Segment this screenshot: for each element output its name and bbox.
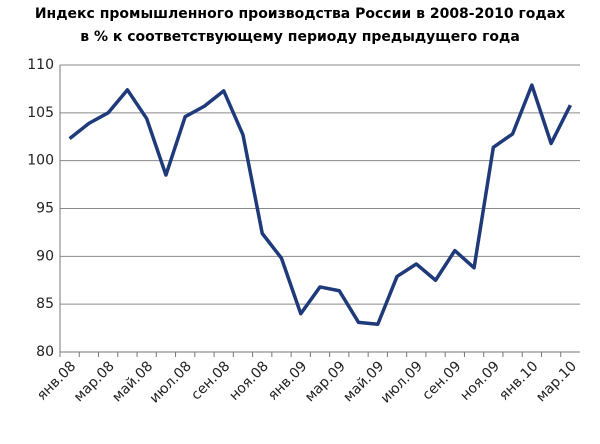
y-tick-label: 100 [27,153,54,169]
x-tick-label: мар.09 [302,358,349,405]
y-tick-label: 85 [36,296,54,312]
chart-subtitle: в % к соответствующему периоду предыдуще… [80,29,520,45]
x-tick-label: сен.08 [188,358,233,403]
x-tick-label: мар.08 [71,358,118,405]
y-tick-label: 105 [27,105,54,121]
x-tick-label: ноя.08 [226,358,272,404]
x-tick-label: мар.10 [533,358,580,405]
y-tick-label: 90 [36,248,54,264]
x-tick-label: ноя.09 [457,358,503,404]
y-tick-label: 80 [36,344,54,360]
data-line [68,83,572,327]
chart-title: Индекс промышленного производства России… [35,6,565,22]
x-tick-label: июл.08 [147,358,195,406]
y-tick-label: 95 [36,201,54,217]
y-tick-label: 110 [27,57,54,73]
x-tick-label: июл.09 [378,358,426,406]
x-tick-label: сен.09 [419,358,464,403]
